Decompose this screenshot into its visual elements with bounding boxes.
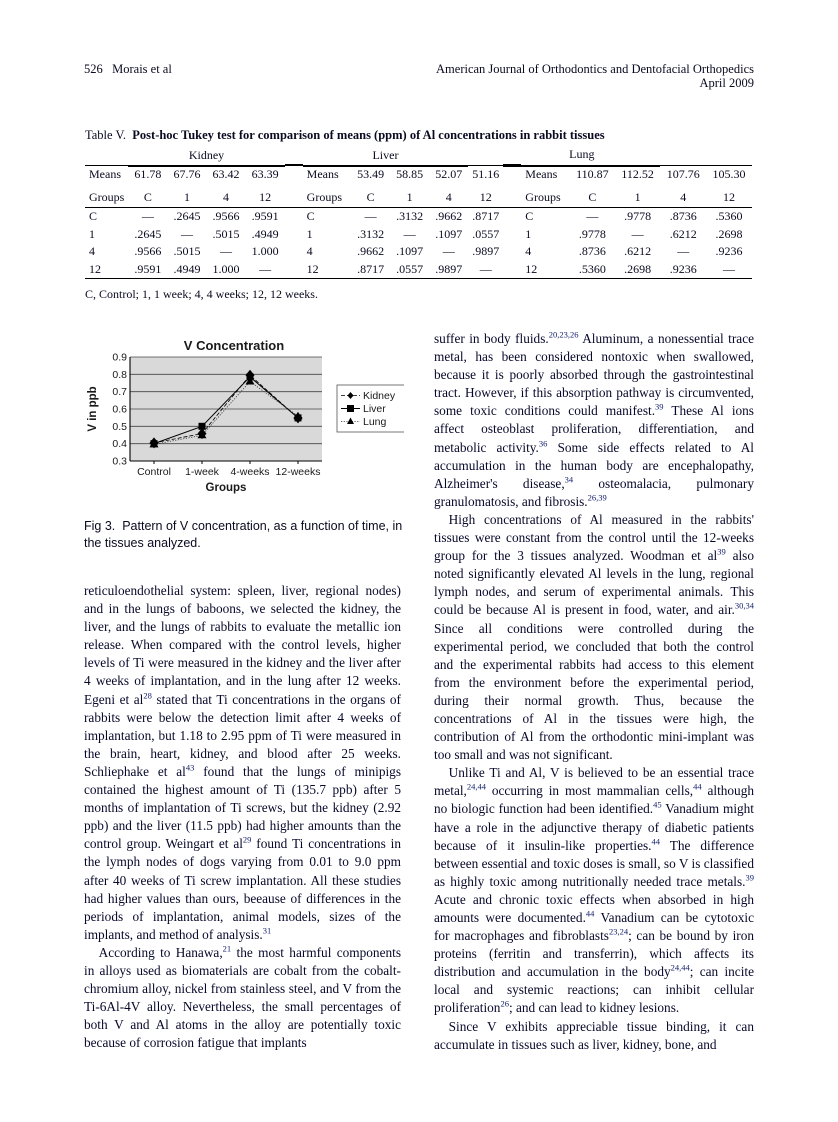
svg-text:Liver: Liver [363,403,386,415]
svg-text:Kidney: Kidney [363,390,396,402]
svg-text:Control: Control [137,466,171,478]
svg-text:V Concentration: V Concentration [184,338,284,353]
svg-text:1-week: 1-week [185,466,220,478]
svg-text:0.6: 0.6 [112,404,127,416]
svg-text:V in ppb: V in ppb [87,386,99,431]
svg-text:0.7: 0.7 [112,386,127,398]
svg-text:0.3: 0.3 [112,456,127,468]
svg-text:0.4: 0.4 [112,438,127,450]
svg-text:12-weeks: 12-weeks [276,466,321,478]
svg-text:0.9: 0.9 [112,352,127,364]
svg-text:Lung: Lung [363,416,387,428]
svg-text:4-weeks: 4-weeks [230,466,269,478]
svg-text:0.8: 0.8 [112,369,127,381]
svg-text:0.5: 0.5 [112,421,127,433]
svg-text:Groups: Groups [206,482,247,494]
